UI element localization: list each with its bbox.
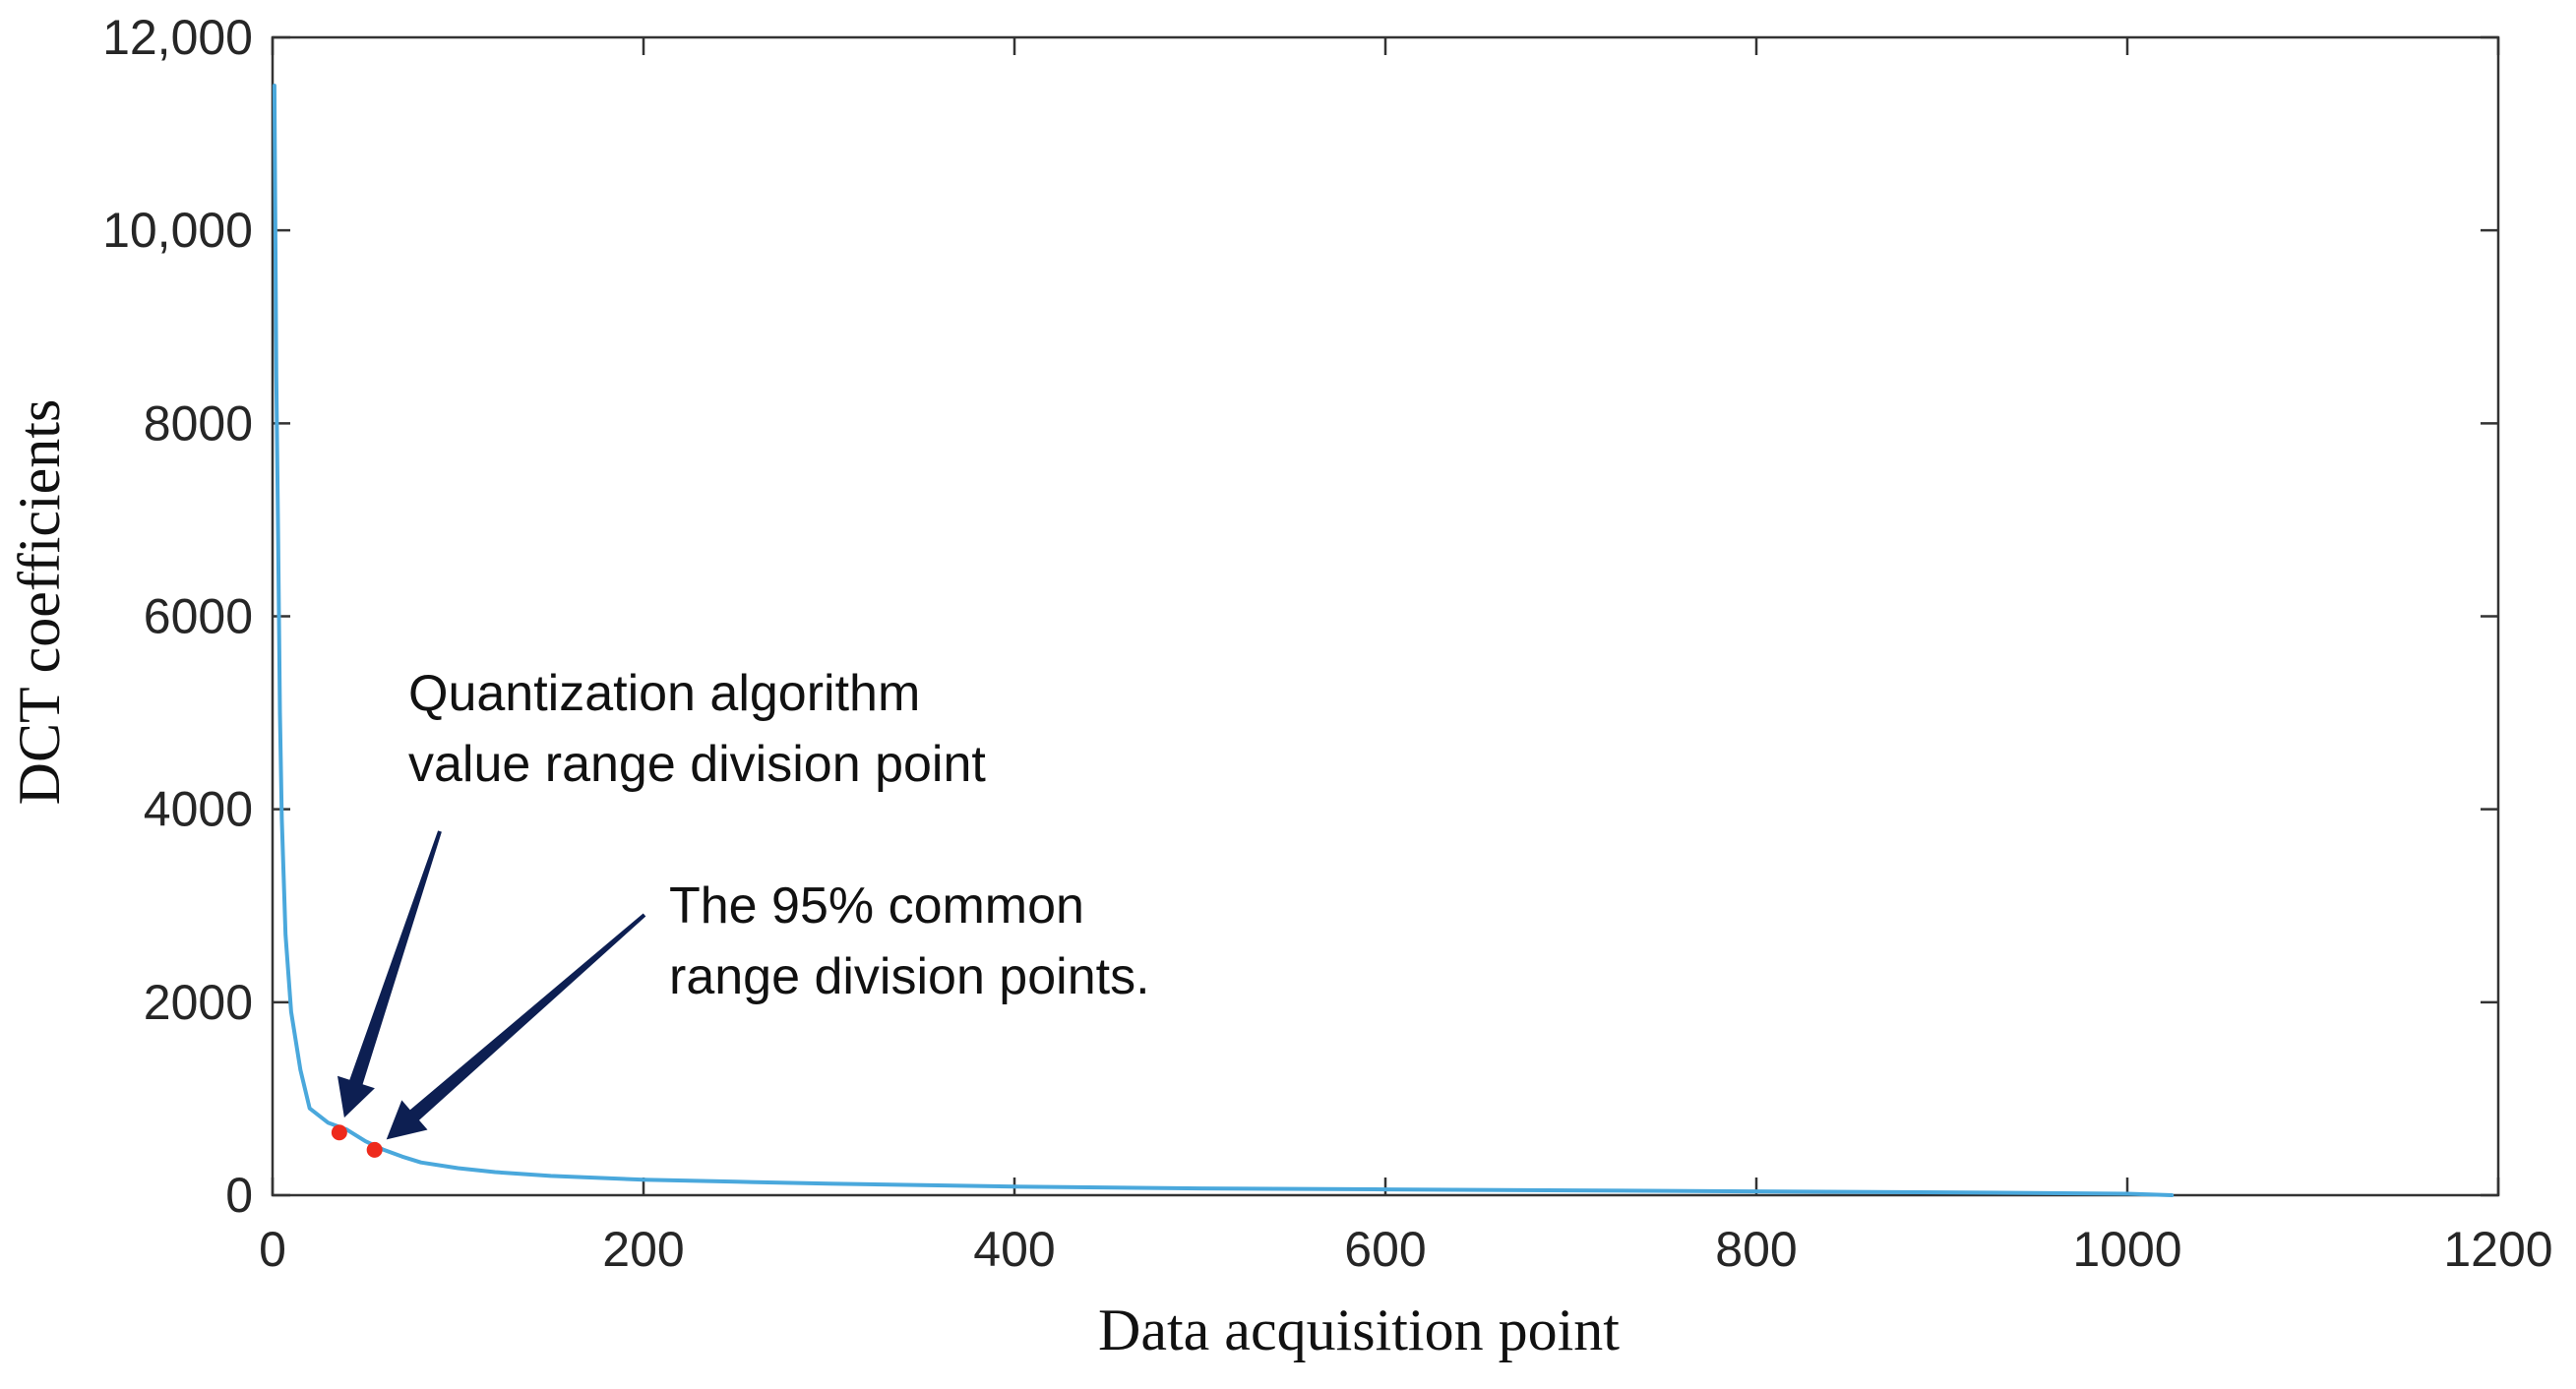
annotation-text: range division points. bbox=[669, 948, 1150, 1005]
y-tick-label: 4000 bbox=[144, 782, 253, 837]
annotation-arrow bbox=[386, 913, 646, 1140]
series-layer bbox=[272, 84, 2175, 1197]
annotation-arrow bbox=[337, 830, 442, 1118]
x-tick-label: 600 bbox=[1344, 1222, 1426, 1277]
y-tick-label: 6000 bbox=[144, 589, 253, 644]
annotation-text: The 95% common bbox=[669, 877, 1084, 935]
division-point-marker bbox=[331, 1124, 347, 1141]
x-tick-label: 0 bbox=[259, 1222, 286, 1277]
y-axis: 0 2000 4000 6000 8000 10,000 12,000 bbox=[102, 10, 2498, 1223]
annotation-layer: Quantization algorithm value range divisi… bbox=[337, 665, 1150, 1140]
y-tick-label: 10,000 bbox=[102, 203, 253, 258]
y-tick-label: 12,000 bbox=[102, 10, 253, 65]
y-axis-title: DCT coefficients bbox=[7, 399, 72, 806]
x-tick-label: 200 bbox=[602, 1222, 684, 1277]
x-axis: 0 200 400 600 800 1000 1200 bbox=[259, 37, 2553, 1277]
plot-area bbox=[271, 35, 2500, 1197]
annotation-text: value range division point bbox=[408, 736, 986, 793]
x-tick-label: 1200 bbox=[2443, 1222, 2552, 1277]
y-tick-label: 8000 bbox=[144, 395, 253, 451]
x-tick-label: 1000 bbox=[2072, 1222, 2181, 1277]
division-point-marker bbox=[366, 1141, 383, 1158]
x-tick-label: 800 bbox=[1715, 1222, 1797, 1277]
x-axis-title: Data acquisition point bbox=[1098, 1298, 1620, 1362]
x-tick-label: 400 bbox=[973, 1222, 1055, 1277]
highlight-layer bbox=[331, 1124, 383, 1158]
annotation-text: Quantization algorithm bbox=[408, 665, 920, 722]
y-tick-label: 0 bbox=[225, 1168, 253, 1223]
series-line bbox=[272, 84, 2175, 1197]
y-tick-label: 2000 bbox=[144, 975, 253, 1030]
